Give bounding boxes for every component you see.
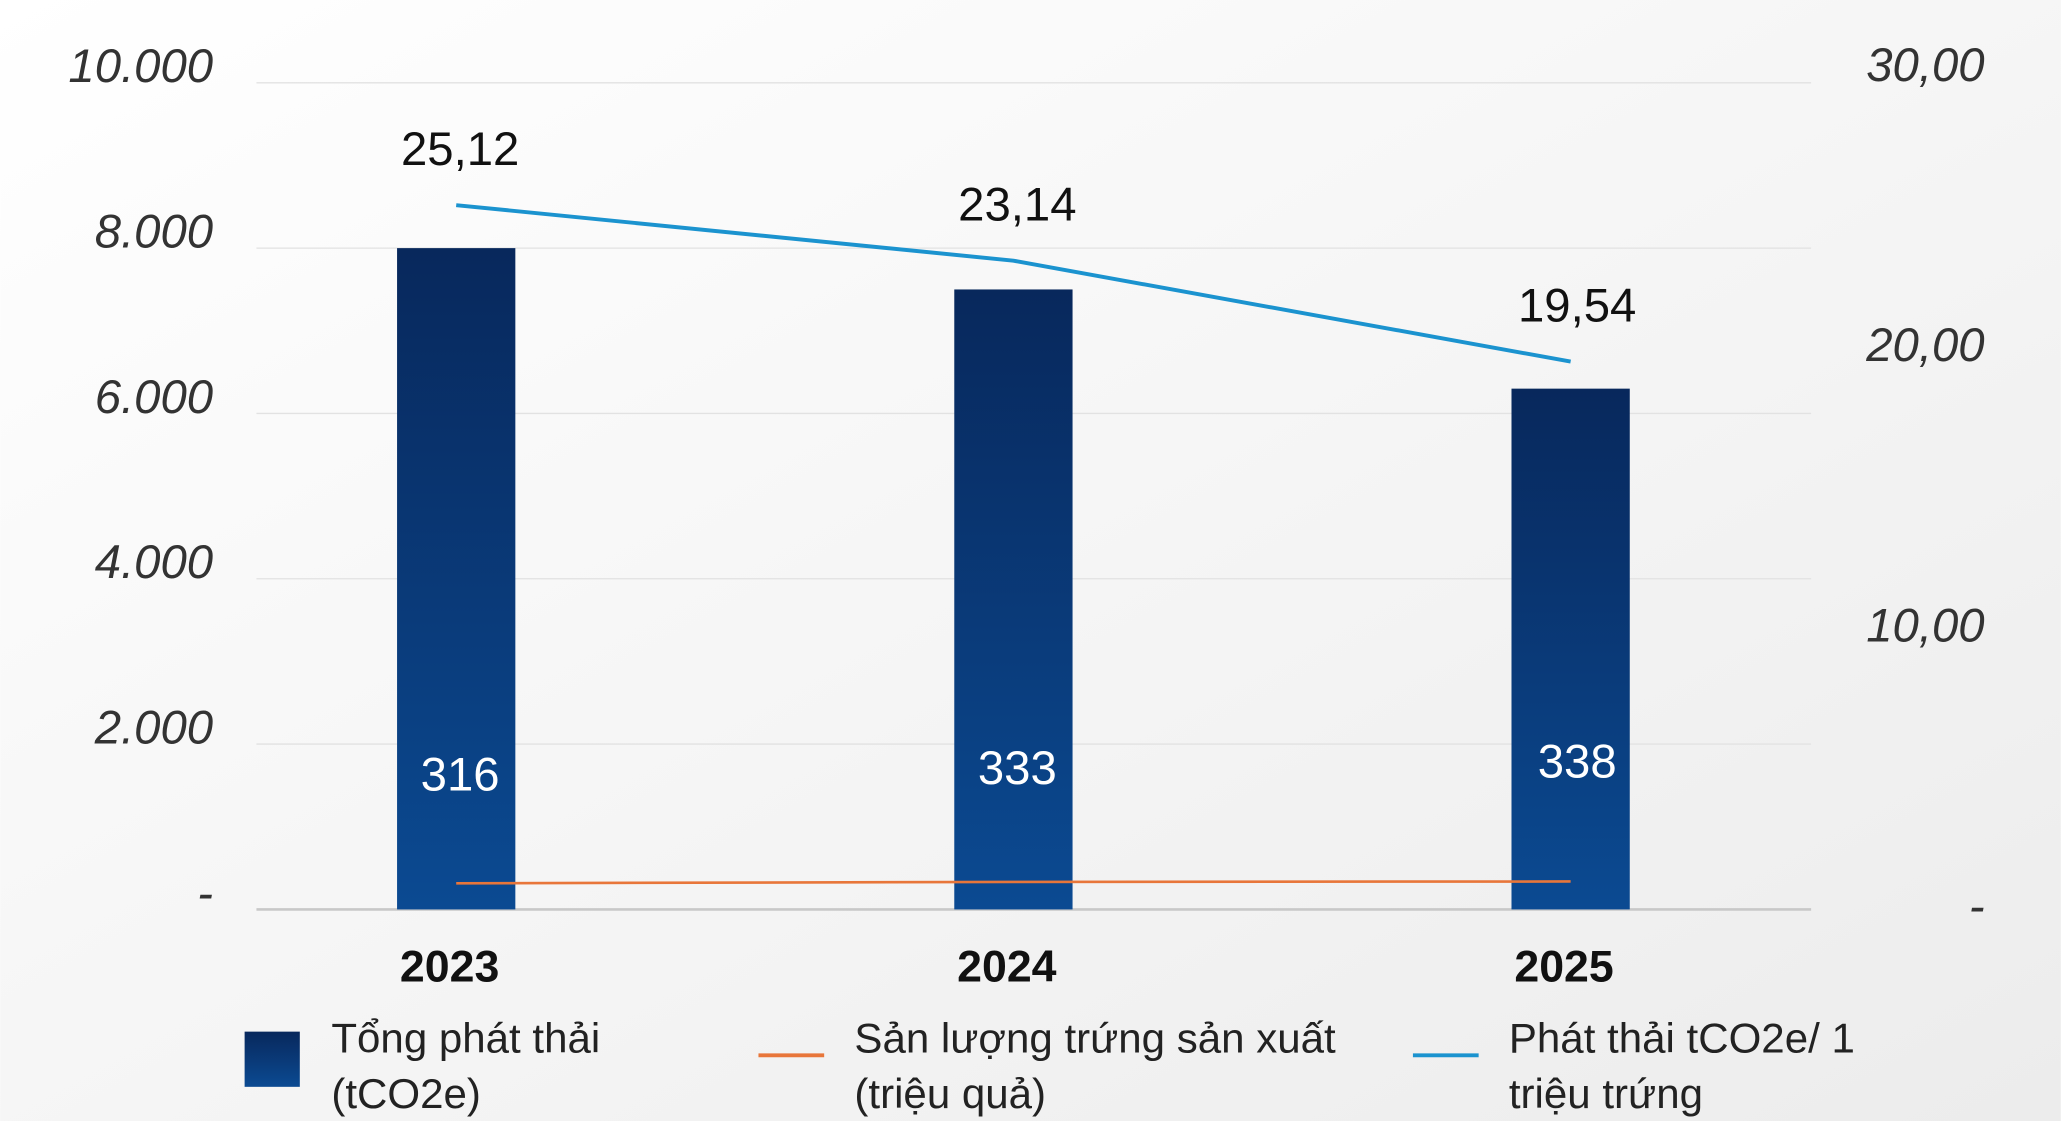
bar [397, 248, 516, 910]
y-tick-label: 10.000 [68, 40, 213, 93]
data-label: 19,54 [1518, 280, 1636, 333]
y-tick-label: 4.000 [95, 536, 213, 589]
x-tick-label: 2023 [400, 943, 499, 992]
data-label: 316 [421, 748, 500, 801]
data-label: 333 [978, 742, 1057, 795]
data-label: 23,14 [958, 179, 1076, 232]
legend-label: Phát thải tCO2e/ 1 triệu trứng [1508, 1014, 1855, 1117]
bar [954, 289, 1073, 910]
x-tick-label: 2024 [957, 943, 1057, 992]
y-tick-label: 2.000 [94, 701, 213, 754]
y2-tick-label: 20,00 [1865, 319, 1984, 372]
bar [1511, 388, 1630, 910]
x-tick-label: 2025 [1514, 943, 1613, 992]
y-tick-label: 8.000 [95, 205, 213, 258]
y2-tick-label: - [1969, 880, 1985, 933]
legend-swatch [244, 1031, 300, 1087]
y2-tick-label: 30,00 [1866, 39, 1984, 92]
data-label: 25,12 [401, 123, 519, 176]
data-label: 338 [1538, 735, 1617, 788]
y-tick-label: 6.000 [95, 371, 213, 424]
y2-tick-label: 10,00 [1866, 600, 1984, 653]
y-tick-label: - [197, 867, 213, 920]
legend-label: Sản lượng trứng sản xuất (triệu quả) [854, 1014, 1336, 1117]
legend-item: Phát thải tCO2e/ 1 triệu trứng [1508, 1014, 1855, 1117]
line [456, 203, 1571, 364]
legend-item: Tổng phát thải (tCO2e) [331, 1014, 601, 1117]
legend: Tổng phát thải (tCO2e) Sản lượng trứng sả… [244, 1014, 1855, 1117]
line [456, 880, 1571, 885]
legend-label: Tổng phát thải (tCO2e) [331, 1014, 601, 1117]
legend-item: Sản lượng trứng sản xuất (triệu quả) [854, 1014, 1336, 1117]
